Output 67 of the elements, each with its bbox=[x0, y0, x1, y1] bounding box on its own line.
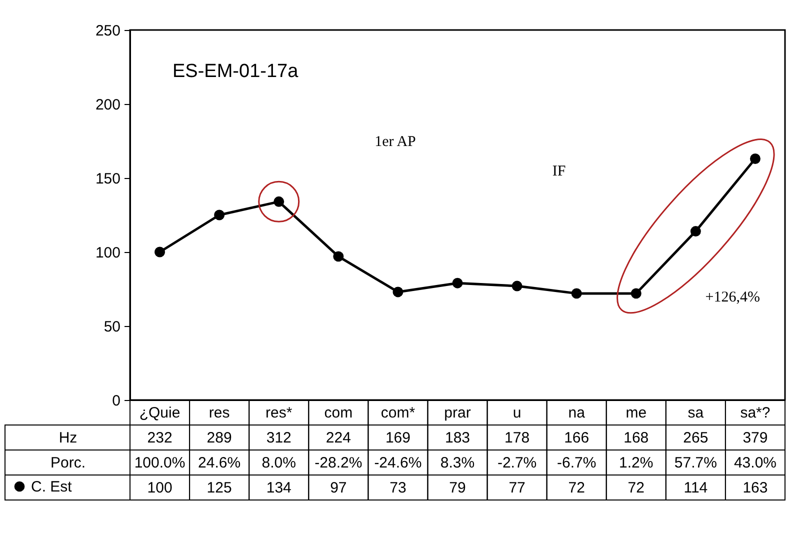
text: 8.0% bbox=[262, 454, 296, 472]
x-tick-label: u bbox=[512, 404, 522, 422]
text: 224 bbox=[326, 430, 351, 446]
text: 166 bbox=[564, 430, 590, 446]
x-tick-label: com* bbox=[380, 404, 416, 422]
annotation: IF bbox=[552, 164, 566, 180]
data-label: 79 bbox=[449, 480, 466, 496]
text: ES-EM-01-17a bbox=[172, 61, 299, 82]
text: 1.2% bbox=[619, 454, 654, 472]
text: 232 bbox=[147, 430, 172, 446]
x-tick-label: com bbox=[324, 404, 353, 422]
text: 24.6% bbox=[198, 454, 241, 472]
text: 178 bbox=[504, 430, 530, 446]
data-label: 125 bbox=[206, 480, 232, 496]
point bbox=[690, 226, 701, 237]
point bbox=[214, 210, 225, 220]
text: 43.0% bbox=[734, 454, 776, 472]
text: 379 bbox=[742, 430, 768, 446]
text: -24.6% bbox=[374, 454, 422, 472]
y-tick-label: 100 bbox=[95, 244, 120, 262]
text: 312 bbox=[266, 430, 292, 446]
text: 8.3% bbox=[440, 454, 475, 472]
data-label: 100 bbox=[147, 480, 172, 496]
point bbox=[154, 246, 166, 258]
text: 57.7% bbox=[674, 454, 717, 472]
y-tick-label: 200 bbox=[95, 96, 120, 114]
point bbox=[452, 278, 463, 288]
x-tick-label: prar bbox=[444, 404, 471, 422]
point bbox=[512, 280, 522, 292]
point bbox=[630, 288, 642, 299]
x-tick-label: me bbox=[626, 404, 647, 422]
text: 100.0% bbox=[134, 454, 186, 472]
y-tick-label: 0 bbox=[112, 392, 120, 410]
text: 168 bbox=[624, 430, 649, 446]
y-tick-label: 150 bbox=[95, 170, 120, 188]
y-tick-label: 50 bbox=[104, 318, 120, 336]
x-tick-label: res bbox=[208, 404, 230, 422]
y-tick-label: 250 bbox=[95, 22, 120, 40]
annotation: +126,4% bbox=[705, 289, 760, 306]
data-label: 97 bbox=[330, 480, 347, 496]
text: Porc. bbox=[50, 454, 86, 472]
data-label: 73 bbox=[390, 480, 406, 496]
data-label: 77 bbox=[508, 480, 526, 496]
data-label: 72 bbox=[628, 480, 644, 496]
text: 289 bbox=[206, 430, 232, 446]
x-tick-label: res* bbox=[266, 404, 292, 422]
data-label: 114 bbox=[684, 480, 708, 496]
text: 265 bbox=[683, 430, 708, 446]
data-label: 72 bbox=[568, 480, 585, 496]
data-label: 134 bbox=[266, 480, 292, 496]
text: -28.2% bbox=[314, 454, 362, 472]
text: 183 bbox=[444, 430, 470, 446]
point bbox=[750, 154, 760, 164]
annotation: 1er AP bbox=[374, 134, 416, 150]
text: -2.7% bbox=[497, 454, 537, 472]
legend-label: C. Est bbox=[31, 478, 73, 496]
x-tick-label: ¿Quie bbox=[139, 404, 180, 422]
point bbox=[571, 288, 582, 299]
x-tick-label: sa bbox=[688, 404, 704, 422]
point bbox=[392, 286, 404, 298]
text: Hz bbox=[58, 430, 78, 446]
text: -6.7% bbox=[556, 454, 596, 472]
data-label: 163 bbox=[742, 480, 768, 496]
point bbox=[333, 251, 344, 262]
x-tick-label: na bbox=[568, 404, 586, 422]
x-tick-label: sa*? bbox=[740, 404, 770, 422]
text: 169 bbox=[385, 430, 410, 446]
